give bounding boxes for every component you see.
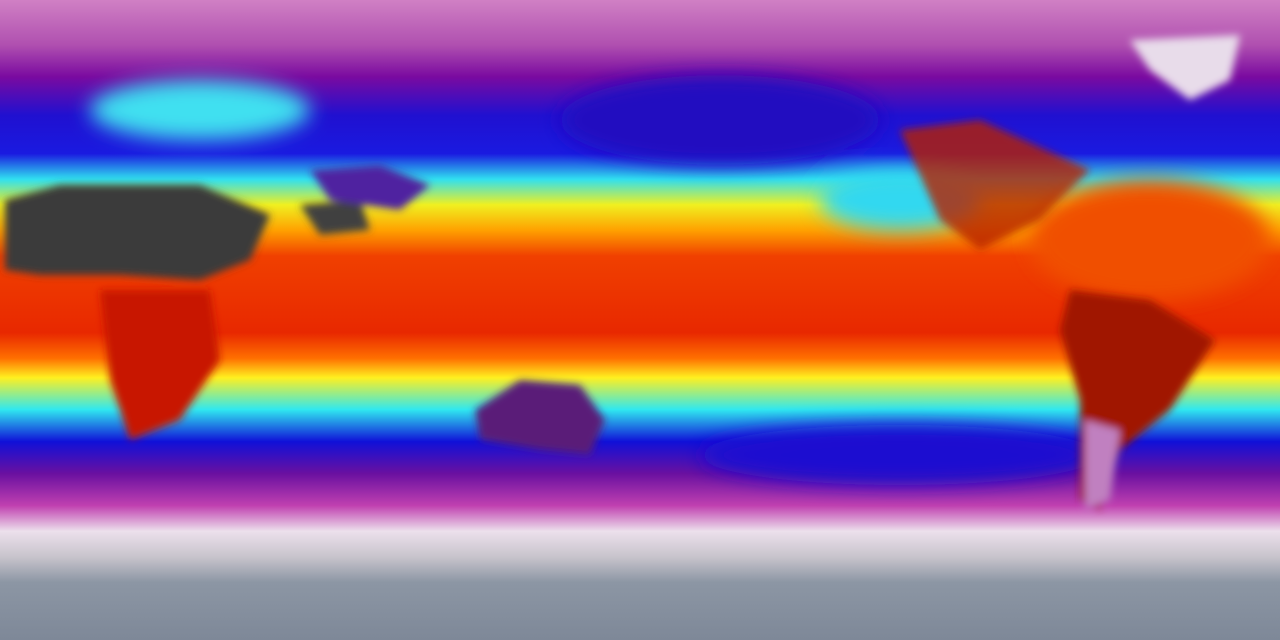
north-asia-moist-region xyxy=(90,80,310,140)
tibet-plateau xyxy=(310,165,430,210)
central-africa-landmass xyxy=(100,290,220,440)
north-america-landmass xyxy=(900,120,1090,250)
australia-landmass xyxy=(475,380,605,455)
south-pacific-blue-region xyxy=(700,425,1100,485)
arabia-landmass xyxy=(300,200,370,235)
north-pacific-dry-region xyxy=(560,75,880,165)
atlantic-warm-region xyxy=(1030,180,1270,300)
africa-sahara-landmass xyxy=(5,185,270,280)
greenland-landmass xyxy=(1130,35,1240,100)
andes-south-region xyxy=(1085,420,1120,510)
